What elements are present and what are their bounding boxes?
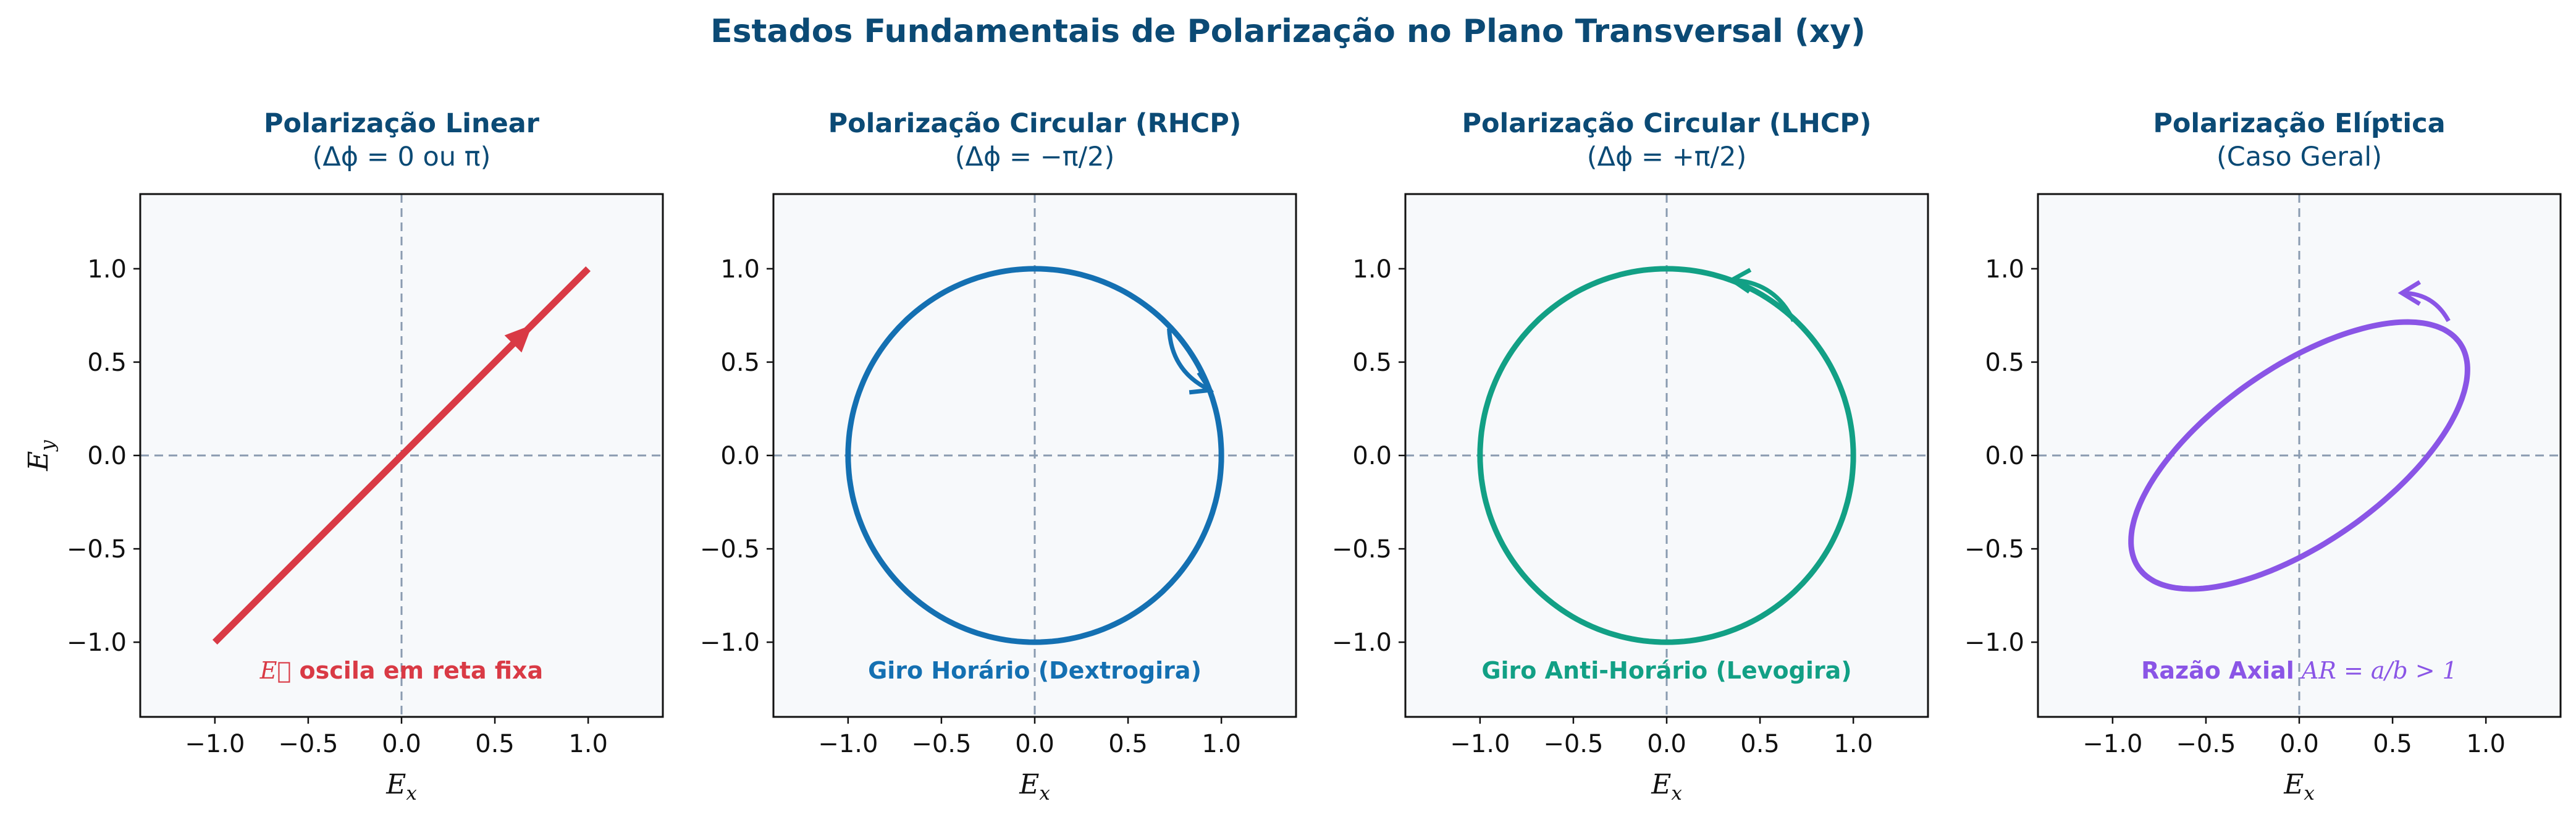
polarization-curve	[2128, 319, 2470, 592]
y-tick-label: 1.0	[1985, 255, 2024, 284]
chart-panel-3: Polarização Circular (LHCP)(Δϕ = +π/2) −1…	[1332, 108, 1929, 805]
y-tick-label: −0.5	[700, 535, 760, 564]
y-tick-label: 0.5	[1352, 349, 1392, 377]
y-tick-label: −0.5	[1332, 535, 1392, 564]
x-tick-label: −0.5	[1543, 730, 1603, 758]
plot-frame	[139, 193, 664, 718]
x-axis-label: Ex	[385, 769, 417, 805]
panel-subtitle: (Caso Geral)	[2216, 142, 2382, 172]
y-tick-label: 0.5	[1985, 349, 2024, 377]
x-tick-label: −1.0	[1450, 730, 1510, 758]
x-tick-label: 1.0	[2466, 730, 2506, 758]
direction-arrowhead	[2397, 280, 2421, 306]
x-axis-label: Ex	[2283, 769, 2315, 805]
panel-title: Polarização Elíptica	[2153, 108, 2445, 139]
chart-panel-4: Polarização Elíptica(Caso Geral) −1.0 −0.5…	[1964, 108, 2562, 805]
x-tick-label: −1.0	[818, 730, 878, 758]
y-tick-label: 0.0	[1985, 442, 2024, 470]
direction-arrowhead	[1189, 371, 1214, 395]
panel-annotation: Giro Horário (Dextrogira)	[868, 657, 1202, 684]
y-tick-label: −1.0	[700, 629, 760, 657]
x-tick-label: 0.0	[2279, 730, 2319, 758]
x-tick-label: −1.0	[2082, 730, 2142, 758]
panel-title: Polarização Circular (RHCP)	[828, 108, 1242, 139]
chart-panel-1: Polarização Linear(Δϕ = 0 ou π) −1.0 −0.5 0…	[23, 108, 664, 805]
y-tick-label: 0.0	[87, 442, 127, 470]
y-tick-label: 0.5	[87, 349, 127, 377]
direction-arrow	[2402, 290, 2451, 323]
panel-annotation: Razão Axial AR = a/b > 1	[2141, 657, 2457, 684]
direction-arrow	[1732, 277, 1796, 322]
x-tick-label: 1.0	[568, 730, 608, 758]
panel-title: Polarização Circular (LHCP)	[1462, 108, 1871, 139]
y-tick-label: −0.5	[1964, 535, 2024, 564]
figure-title: Estados Fundamentais de Polarização no P…	[710, 13, 1866, 50]
x-tick-label: −0.5	[911, 730, 971, 758]
x-axis-label: Ex	[1019, 769, 1050, 805]
x-tick-label: 0.0	[1647, 730, 1686, 758]
direction-arrowhead	[504, 324, 532, 353]
x-tick-label: −0.5	[2176, 730, 2236, 758]
plot-frame	[1404, 193, 1929, 718]
panel-subtitle: (Δϕ = 0 ou π)	[313, 142, 491, 172]
panel-annotation: E⃗ oscila em reta fixa	[259, 657, 543, 684]
y-tick-label: −1.0	[67, 629, 127, 657]
x-tick-label: 0.0	[382, 730, 421, 758]
y-tick-label: 0.5	[720, 349, 760, 377]
y-axis-label: Ey	[23, 440, 59, 472]
y-tick-label: −1.0	[1332, 629, 1392, 657]
panel-subtitle: (Δϕ = +π/2)	[1587, 142, 1746, 172]
polarization-curve	[1477, 266, 1856, 645]
x-tick-label: −0.5	[278, 730, 338, 758]
x-axis-label: Ex	[1651, 769, 1682, 805]
x-tick-label: 0.5	[1108, 730, 1148, 758]
y-tick-label: 0.0	[1352, 442, 1392, 470]
x-tick-label: 1.0	[1202, 730, 1241, 758]
y-tick-label: 1.0	[87, 255, 127, 284]
y-tick-label: −0.5	[67, 535, 127, 564]
direction-arrowhead	[1728, 268, 1752, 294]
x-tick-label: 1.0	[1833, 730, 1873, 758]
x-tick-label: 0.5	[1740, 730, 1780, 758]
panel-title: Polarização Linear	[264, 108, 540, 139]
panel-annotation: Giro Anti-Horário (Levogira)	[1481, 657, 1851, 684]
plot-frame	[2037, 193, 2562, 718]
x-tick-label: 0.5	[475, 730, 515, 758]
plot-frame	[772, 193, 1297, 718]
x-tick-label: 0.0	[1015, 730, 1054, 758]
polarization-curve	[845, 266, 1224, 645]
y-tick-label: 0.0	[720, 442, 760, 470]
y-tick-label: 1.0	[1352, 255, 1392, 284]
y-tick-label: −1.0	[1964, 629, 2024, 657]
x-tick-label: 0.5	[2373, 730, 2412, 758]
y-tick-label: 1.0	[720, 255, 760, 284]
chart-panel-2: Polarização Circular (RHCP)(Δϕ = −π/2) −1…	[700, 108, 1297, 805]
direction-arrow	[1167, 328, 1211, 392]
x-tick-label: −1.0	[185, 730, 245, 758]
panels: Polarização Linear(Δϕ = 0 ou π) −1.0 −0.5 0…	[23, 108, 2562, 805]
panel-subtitle: (Δϕ = −π/2)	[955, 142, 1114, 172]
